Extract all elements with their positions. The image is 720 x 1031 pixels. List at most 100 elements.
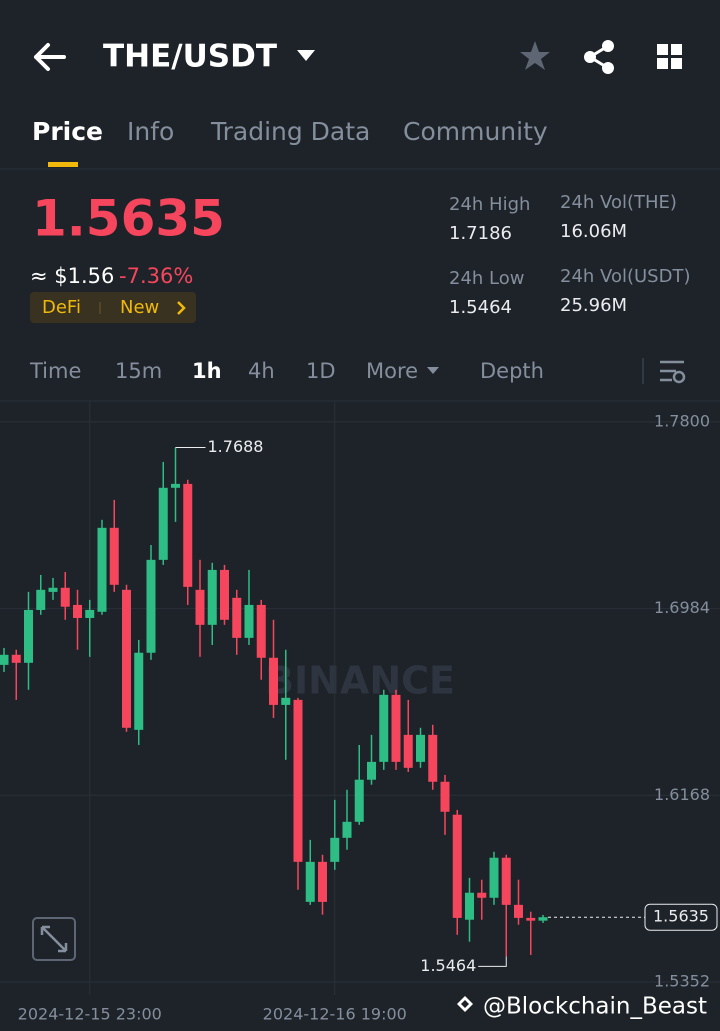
- overlay-logo: [457, 996, 473, 1012]
- current-price-box: [644, 903, 718, 931]
- grid-cell: [657, 58, 668, 69]
- interval[interactable]: More: [366, 359, 418, 383]
- expand-button[interactable]: [32, 917, 76, 961]
- interval[interactable]: Depth: [480, 359, 544, 383]
- candle-body: [158, 487, 168, 560]
- interval[interactable]: 15m: [115, 359, 162, 383]
- candle-body: [11, 654, 21, 663]
- candle-body: [85, 609, 95, 618]
- grid-cell: [657, 44, 668, 55]
- candle-body: [489, 857, 499, 898]
- candle-body: [281, 697, 291, 705]
- stat-label: 24h High: [449, 194, 530, 215]
- candle-body: [379, 694, 389, 762]
- stat-label: 24h Vol(THE): [560, 192, 677, 213]
- candle-body: [220, 569, 229, 620]
- candle-body: [73, 604, 82, 618]
- settings-gear: [672, 370, 686, 384]
- min-label: 1.5464: [420, 956, 476, 975]
- tab[interactable]: Price: [32, 117, 103, 146]
- candle-body: [452, 814, 462, 918]
- more-dropdown[interactable]: [427, 367, 439, 374]
- fiat-price: ≈ $1.56: [30, 264, 114, 288]
- favorite-star[interactable]: [520, 41, 550, 70]
- candle-body: [293, 699, 303, 862]
- candle-body: [330, 837, 340, 862]
- candle-body: [465, 892, 474, 920]
- candle-body: [122, 589, 131, 728]
- candle-body: [440, 781, 450, 812]
- candle-body: [269, 657, 278, 705]
- candle-body: [342, 821, 352, 838]
- stat-value: 25.96M: [560, 295, 627, 316]
- candle-body: [232, 597, 242, 638]
- share-lines: [587, 44, 609, 70]
- tab[interactable]: Trading Data: [210, 117, 370, 146]
- share-button[interactable]: [584, 40, 614, 74]
- candle-body: [514, 904, 523, 918]
- tag: DeFi: [42, 297, 81, 318]
- tab[interactable]: Community: [403, 117, 548, 146]
- candle-body: [0, 654, 9, 665]
- candle-body: [146, 559, 156, 653]
- candle-body: [391, 694, 401, 762]
- current-price-label: 1.5635: [653, 907, 709, 926]
- interval[interactable]: Time: [29, 359, 81, 383]
- tag-box[interactable]: [30, 292, 196, 323]
- min-pointer: [478, 956, 507, 967]
- candle-body: [538, 917, 548, 921]
- candle-body: [367, 761, 376, 780]
- stat-value: 16.06M: [560, 221, 627, 242]
- candle-body: [195, 589, 205, 625]
- back-button[interactable]: [34, 43, 66, 71]
- candle-body: [244, 604, 254, 638]
- chart-settings[interactable]: [660, 360, 686, 384]
- candle-body: [97, 527, 107, 612]
- candle-body: [354, 779, 364, 822]
- chart-watermark: BINANCE: [265, 659, 455, 703]
- candle-body: [428, 734, 438, 782]
- x-tick-label: 2024-12-15 23:00: [18, 1005, 162, 1024]
- x-tick-label: 2024-12-16 19:00: [263, 1005, 407, 1024]
- candle-body: [501, 857, 511, 905]
- candle-body: [477, 892, 487, 898]
- price-change: -7.36%: [119, 264, 193, 288]
- tag-chevron: [177, 301, 186, 315]
- tab[interactable]: Info: [127, 117, 174, 146]
- overlay-watermark: @Blockchain_Beast: [483, 994, 707, 1020]
- y-tick-label: 1.5352: [654, 971, 710, 990]
- expand-arrow: [40, 925, 68, 953]
- candle-body: [48, 587, 58, 592]
- candle-body: [183, 483, 193, 587]
- candle-body: [109, 527, 119, 585]
- pair-title[interactable]: THE/USDT: [103, 39, 277, 75]
- grid-button[interactable]: [657, 44, 682, 69]
- y-tick-label: 1.7800: [654, 411, 710, 430]
- pair-dropdown[interactable]: [297, 50, 315, 61]
- stat-label: 24h Vol(USDT): [560, 266, 690, 287]
- candle-body: [171, 483, 180, 488]
- interval[interactable]: 4h: [248, 359, 275, 383]
- candle-body: [256, 604, 266, 658]
- interval[interactable]: 1h: [192, 359, 222, 383]
- tag: New: [120, 297, 159, 318]
- candle-body: [24, 609, 33, 663]
- candle-body: [403, 734, 413, 768]
- candle-body: [36, 589, 46, 610]
- stat-label: 24h Low: [449, 268, 524, 289]
- candle-body: [207, 569, 217, 625]
- stat-value: 1.5464: [449, 297, 512, 318]
- candle-body: [134, 652, 144, 730]
- candle-body: [305, 861, 315, 902]
- candle-body: [318, 861, 327, 902]
- tab-indicator: [48, 162, 78, 167]
- last-price: 1.5635: [32, 190, 225, 248]
- expand-frame: [32, 917, 76, 961]
- interval[interactable]: 1D: [306, 359, 336, 383]
- candle-body: [526, 917, 536, 921]
- back-arrow: [34, 43, 66, 71]
- grid-cell: [671, 58, 682, 69]
